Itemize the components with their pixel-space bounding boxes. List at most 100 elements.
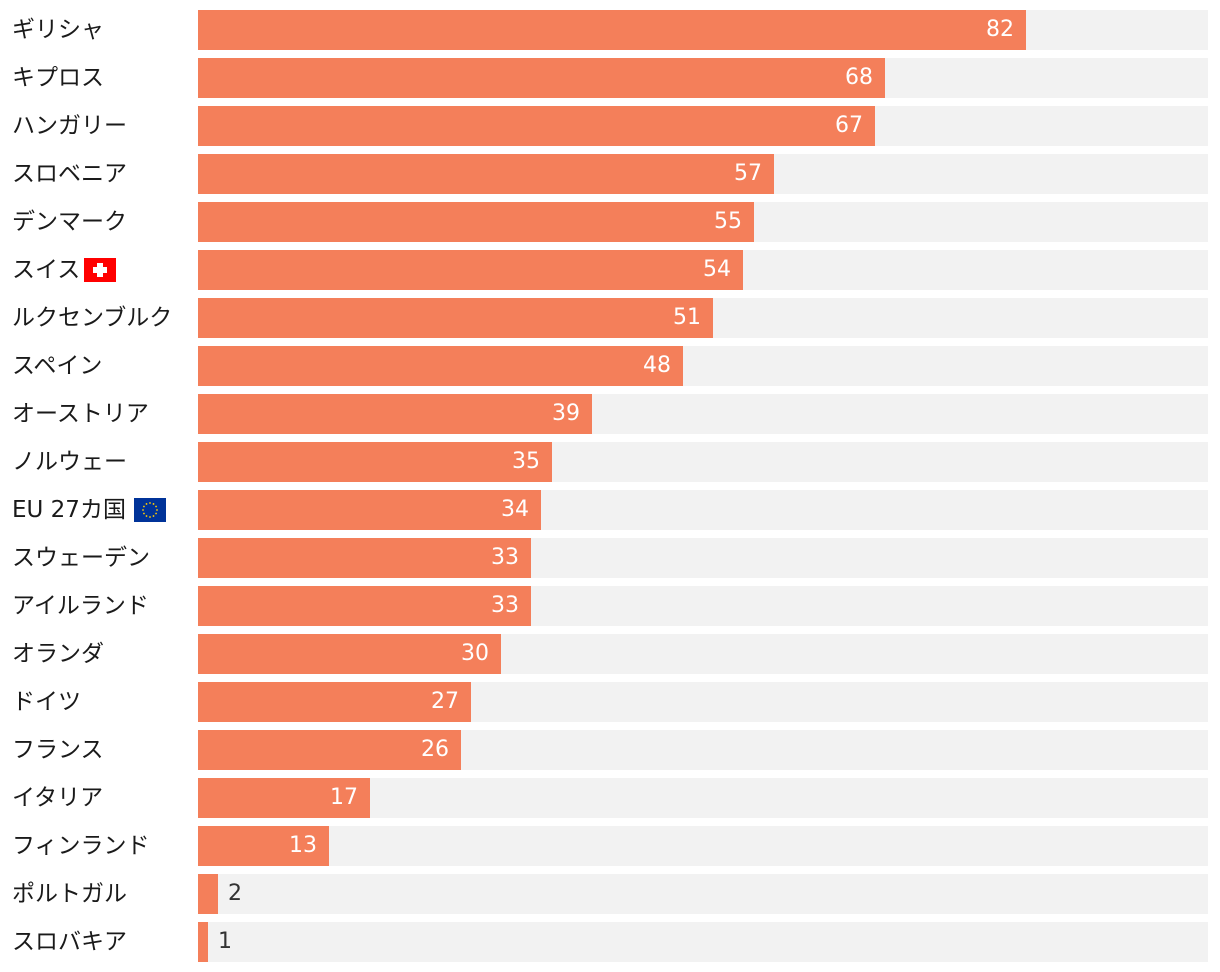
bar-track: 30 [198, 634, 1208, 674]
category-label: EU 27カ国 [12, 490, 166, 530]
bar [198, 58, 885, 98]
category-label-text: オランダ [12, 641, 104, 667]
value-label: 1 [218, 929, 232, 954]
value-label: 48 [643, 353, 671, 378]
category-label: スウェーデン [12, 538, 150, 578]
bar-track: 39 [198, 394, 1208, 434]
category-label: キプロス [12, 58, 104, 98]
value-label: 35 [512, 449, 540, 474]
bar-track: 13 [198, 826, 1208, 866]
category-label: ハンガリー [12, 106, 127, 146]
category-label: フランス [12, 730, 104, 770]
category-label: スロベニア [12, 154, 127, 194]
bar-row: EU 27カ国 34 [0, 490, 1220, 530]
bar-row: フランス 26 [0, 730, 1220, 770]
bar-track: 17 [198, 778, 1208, 818]
value-label: 2 [228, 881, 242, 906]
bar [198, 826, 329, 866]
category-label: アイルランド [12, 586, 149, 626]
bar-row: ポルトガル 2 [0, 874, 1220, 914]
bar-row: スウェーデン 33 [0, 538, 1220, 578]
eu-flag-icon [133, 498, 166, 522]
category-label: オランダ [12, 634, 104, 674]
category-label-text: EU 27カ国 [12, 497, 126, 523]
value-label: 17 [330, 785, 358, 810]
value-label: 27 [431, 689, 459, 714]
bar-row: アイルランド 33 [0, 586, 1220, 626]
bar-track: 33 [198, 538, 1208, 578]
bar-track: 54 [198, 250, 1208, 290]
value-label: 33 [491, 545, 519, 570]
category-label: スロバキア [12, 922, 127, 962]
bar-row: スイス 54 [0, 250, 1220, 290]
bar-row: オーストリア 39 [0, 394, 1220, 434]
category-label-text: デンマーク [12, 209, 127, 235]
category-label-text: スウェーデン [12, 545, 150, 571]
bar [198, 778, 370, 818]
value-label: 26 [421, 737, 449, 762]
category-label: ギリシャ [12, 10, 104, 50]
category-label: ノルウェー [12, 442, 127, 482]
bar [198, 202, 754, 242]
bar-row: スロバキア 1 [0, 922, 1220, 962]
bar [198, 490, 541, 530]
category-label: オーストリア [12, 394, 149, 434]
bar [198, 298, 713, 338]
category-label-text: スロベニア [12, 161, 127, 187]
bar-track: 2 [198, 874, 1208, 914]
category-label-text: フランス [12, 737, 104, 763]
bar [198, 682, 471, 722]
bar-row: ハンガリー 67 [0, 106, 1220, 146]
category-label-text: ノルウェー [12, 449, 127, 475]
bar-track: 33 [198, 586, 1208, 626]
bar [198, 874, 218, 914]
bar [198, 154, 774, 194]
value-label: 13 [289, 833, 317, 858]
category-label: ポルトガル [12, 874, 127, 914]
value-label: 68 [845, 65, 873, 90]
category-label-text: ルクセンブルク [12, 305, 173, 331]
category-label-text: ポルトガル [12, 881, 127, 907]
bar-row: フィンランド 13 [0, 826, 1220, 866]
value-label: 51 [673, 305, 701, 330]
bar [198, 10, 1026, 50]
bar-row: ノルウェー 35 [0, 442, 1220, 482]
category-label-text: フィンランド [12, 833, 150, 859]
bar-track: 82 [198, 10, 1208, 50]
value-label: 33 [491, 593, 519, 618]
bar-track: 27 [198, 682, 1208, 722]
bar-track: 51 [198, 298, 1208, 338]
category-label-text: ドイツ [12, 689, 81, 715]
bar [198, 730, 461, 770]
bar-row: ドイツ 27 [0, 682, 1220, 722]
bar-track: 34 [198, 490, 1208, 530]
category-label-text: ギリシャ [12, 17, 104, 43]
bar-row: スロベニア 57 [0, 154, 1220, 194]
bar-row: ルクセンブルク 51 [0, 298, 1220, 338]
category-label: ルクセンブルク [12, 298, 172, 338]
category-label-text: イタリア [12, 785, 104, 811]
value-label: 39 [552, 401, 580, 426]
category-label-text: アイルランド [12, 593, 149, 619]
bar-track: 67 [198, 106, 1208, 146]
bar-track: 1 [198, 922, 1208, 962]
bar-track: 48 [198, 346, 1208, 386]
bar-row: キプロス 68 [0, 58, 1220, 98]
value-label: 57 [734, 161, 762, 186]
bar-row: ギリシャ 82 [0, 10, 1220, 50]
value-label: 55 [714, 209, 742, 234]
bar-row: イタリア 17 [0, 778, 1220, 818]
category-label-text: スロバキア [12, 929, 127, 955]
swiss-flag-icon [84, 258, 117, 282]
category-label: ドイツ [12, 682, 81, 722]
bar [198, 394, 592, 434]
bar [198, 538, 531, 578]
category-label: イタリア [12, 778, 103, 818]
category-label: フィンランド [12, 826, 150, 866]
bar [198, 346, 683, 386]
category-label: デンマーク [12, 202, 127, 242]
category-label-text: キプロス [12, 65, 104, 91]
bar-track: 26 [198, 730, 1208, 770]
bar [198, 106, 875, 146]
